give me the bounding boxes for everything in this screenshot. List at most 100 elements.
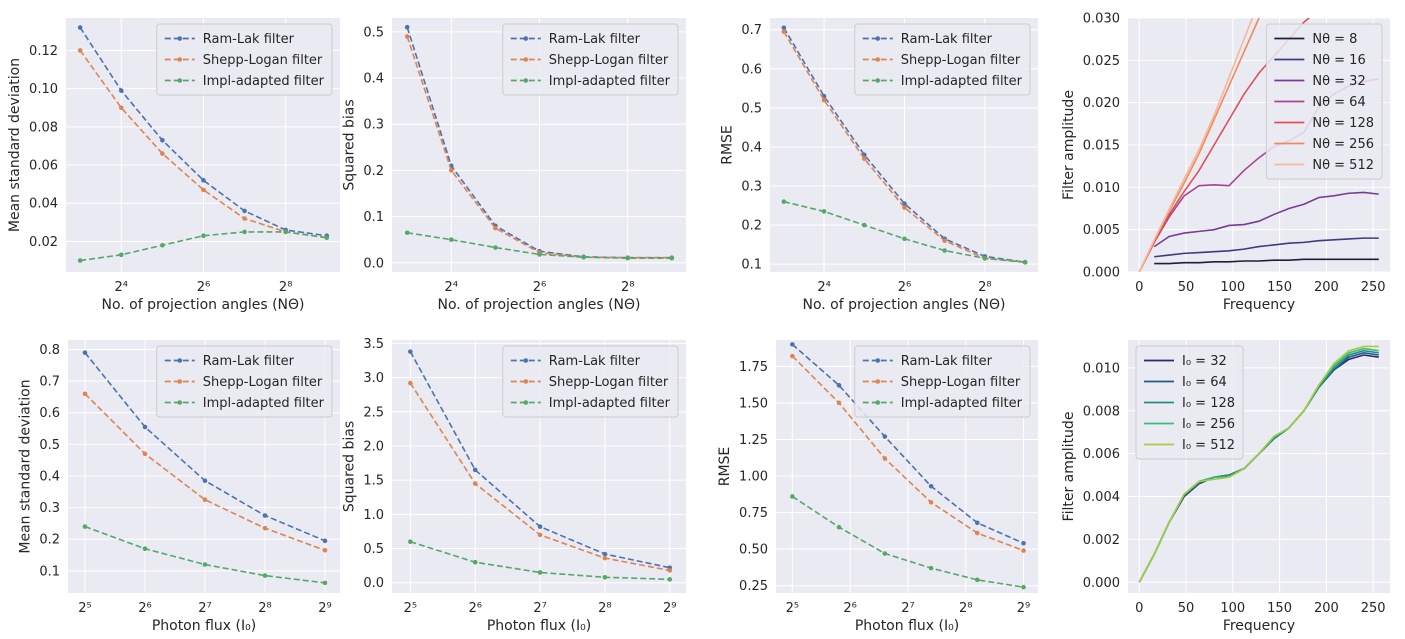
x-axis-label: No. of projection angles (NΘ) xyxy=(802,297,1005,313)
x-axis-label: Photon flux (I₀) xyxy=(152,618,256,634)
y-tick-label: 0.008 xyxy=(1083,404,1120,419)
y-axis-label: Filter amplitude xyxy=(1061,90,1077,200)
data-point xyxy=(1021,584,1026,590)
legend-label: Ram-Lak filter xyxy=(901,354,993,369)
x-tick-label: 0 xyxy=(1135,280,1143,295)
x-axis-label: No. of projection angles (NΘ) xyxy=(437,297,640,313)
legend-marker xyxy=(875,36,881,41)
legend-label: I₀ = 128 xyxy=(1182,396,1235,411)
y-tick-label: 0.000 xyxy=(1083,266,1120,281)
data-point xyxy=(448,168,454,173)
x-tick-label: 2⁶ xyxy=(898,280,911,295)
legend-label: Nθ = 512 xyxy=(1312,158,1374,173)
y-tick-label: 0.2 xyxy=(741,219,762,234)
legend-marker xyxy=(875,57,881,62)
data-point xyxy=(821,209,827,214)
y-tick-label: 0.4 xyxy=(741,140,762,155)
data-point xyxy=(974,530,980,536)
y-tick-label: 0.7 xyxy=(741,23,762,38)
legend-label: Impl-adapted filter xyxy=(549,74,671,89)
legend-label: Impl-adapted filter xyxy=(549,396,671,411)
legend-box xyxy=(502,345,679,418)
plot-lines xyxy=(781,25,1028,265)
data-point xyxy=(781,199,787,204)
x-tick-label: 0 xyxy=(1135,601,1143,616)
y-tick-label: 1.50 xyxy=(739,396,768,411)
data-point xyxy=(322,548,328,553)
data-line xyxy=(84,393,326,552)
data-point xyxy=(602,555,608,561)
legend-label: Impl-adapted filter xyxy=(203,74,325,89)
x-tick-label: 250 xyxy=(1361,601,1386,616)
data-point xyxy=(790,342,795,347)
legend-label: Ram-Lak filter xyxy=(549,354,641,369)
y-tick-label: 0.2 xyxy=(39,533,60,548)
legend-label: Shepp-Logan filter xyxy=(549,375,669,390)
legend: I₀ = 32 I₀ = 64 I₀ = 128 I₀ = 256 I₀ = 512 xyxy=(1135,345,1244,460)
data-line xyxy=(791,495,1024,588)
legend-marker xyxy=(177,358,183,363)
legend-box xyxy=(854,23,1031,96)
x-tick-label: 100 xyxy=(1220,280,1245,295)
x-tick-label: 2⁵ xyxy=(786,601,799,616)
x-tick-label: 2⁵ xyxy=(78,601,91,616)
y-tick-label: 3.0 xyxy=(363,371,384,386)
data-point xyxy=(974,577,980,583)
legend: Ram-Lak filter Shepp-Logan filter Impl-ada… xyxy=(854,345,1031,418)
y-tick-label: 0.8 xyxy=(39,343,60,358)
data-point xyxy=(602,574,608,580)
legend-box xyxy=(854,345,1031,418)
x-tick-label: 50 xyxy=(1178,280,1195,295)
y-tick-label: 2.5 xyxy=(363,405,384,420)
y-tick-label: 0.004 xyxy=(1083,490,1120,505)
data-point xyxy=(283,229,288,235)
plot-lines xyxy=(82,350,328,586)
data-point xyxy=(836,524,842,530)
x-tick-label: 2⁸ xyxy=(258,601,271,616)
data-point xyxy=(82,391,88,397)
y-tick-label: 1.0 xyxy=(363,508,384,523)
y-axis-label: Squared bias xyxy=(341,99,357,190)
y-tick-label: 0.015 xyxy=(1083,139,1120,154)
x-tick-label: 2⁸ xyxy=(959,601,972,616)
plot-lines xyxy=(1138,345,1379,583)
data-point xyxy=(322,538,328,544)
data-point xyxy=(790,353,795,359)
data-point xyxy=(324,235,330,240)
data-line xyxy=(1154,258,1379,265)
legend-label: I₀ = 64 xyxy=(1182,375,1227,390)
data-point xyxy=(537,570,543,575)
y-tick-label: 0.04 xyxy=(29,197,58,212)
legend-box xyxy=(156,23,333,96)
x-tick-label: 50 xyxy=(1178,601,1195,616)
legend-marker xyxy=(177,57,183,62)
data-point xyxy=(202,562,208,567)
y-tick-label: 0.006 xyxy=(1083,447,1120,462)
x-axis-label: No. of projection angles (NΘ) xyxy=(101,297,304,313)
y-tick-label: 0.02 xyxy=(29,235,58,250)
y-tick-label: 0.030 xyxy=(1083,12,1120,27)
y-tick-label: 0.4 xyxy=(39,469,60,484)
legend-box xyxy=(502,23,679,96)
x-tick-label: 2⁸ xyxy=(279,280,292,295)
data-point xyxy=(242,208,247,214)
x-tick-label: 100 xyxy=(1220,601,1245,616)
data-line xyxy=(1138,18,1254,272)
legend-marker xyxy=(875,358,881,363)
legend-label: Ram-Lak filter xyxy=(549,32,641,47)
data-point xyxy=(1021,548,1026,553)
data-line xyxy=(1138,345,1379,583)
data-point xyxy=(902,236,907,242)
data-point xyxy=(790,494,795,499)
y-tick-label: 1.75 xyxy=(739,360,768,375)
y-tick-label: 0.0 xyxy=(363,256,384,271)
legend-marker xyxy=(523,379,529,384)
data-line xyxy=(1138,18,1260,272)
y-tick-label: 0.1 xyxy=(39,564,60,579)
data-point xyxy=(201,178,206,183)
data-point xyxy=(262,573,268,578)
data-point xyxy=(861,156,867,161)
legend-marker xyxy=(177,78,183,83)
legend-label: Shepp-Logan filter xyxy=(901,375,1021,390)
data-point xyxy=(836,383,842,388)
